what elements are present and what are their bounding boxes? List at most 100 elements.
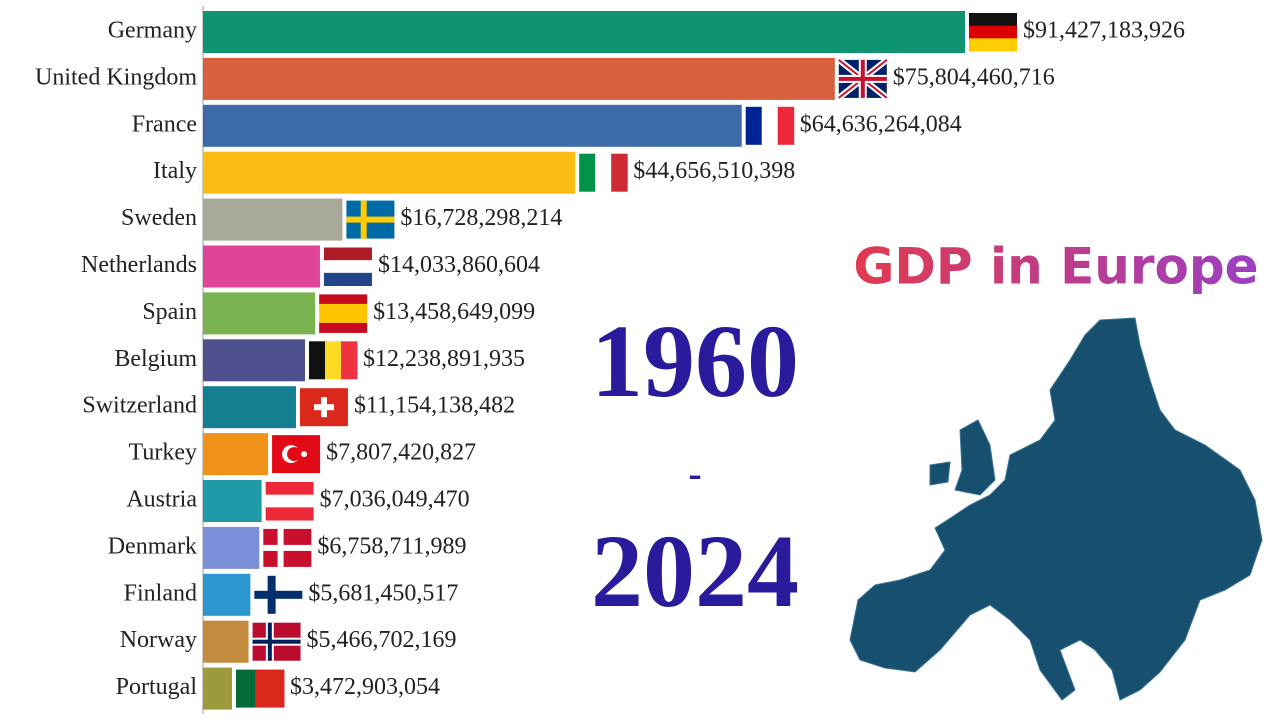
- europe-map: [849, 317, 1263, 701]
- value-label: $12,238,891,935: [363, 346, 525, 372]
- value-label: $11,154,138,482: [354, 393, 515, 419]
- bar: [203, 292, 316, 335]
- flag-stripe: [319, 303, 368, 314]
- category-label: Norway: [120, 627, 197, 653]
- flag-stripe: [274, 669, 285, 708]
- category-label: Austria: [126, 487, 197, 513]
- category-label: Germany: [108, 18, 197, 44]
- value-label: $91,427,183,926: [1023, 18, 1185, 44]
- value-label: $75,804,460,716: [893, 64, 1055, 90]
- flag-star: [301, 451, 308, 458]
- value-label: $13,458,649,099: [373, 299, 535, 325]
- flag-stripe: [761, 106, 779, 145]
- flag-stripe: [264, 669, 275, 708]
- flag: [309, 341, 358, 380]
- flag-stripe: [325, 341, 342, 380]
- flag-stripe: [323, 272, 372, 286]
- category-label: Finland: [124, 580, 197, 606]
- bar: [203, 198, 343, 241]
- category-label: Spain: [142, 299, 197, 325]
- category-label: Switzerland: [82, 393, 197, 419]
- flag-stripe: [323, 247, 372, 261]
- flag-cross: [313, 404, 334, 411]
- flag: [252, 622, 301, 661]
- flag-cross: [254, 590, 303, 599]
- flag: [969, 13, 1017, 52]
- flag-moon: [287, 447, 302, 462]
- value-label: $14,033,860,604: [378, 252, 540, 278]
- flag-stripe: [235, 669, 247, 708]
- bar: [203, 573, 251, 616]
- flag: [265, 482, 314, 521]
- category-label: Netherlands: [81, 252, 197, 278]
- value-label: $44,656,510,398: [633, 158, 795, 184]
- category-label: Belgium: [114, 346, 197, 372]
- flag-stripe: [245, 669, 256, 708]
- value-label: $5,466,702,169: [307, 627, 457, 653]
- flag: [579, 153, 628, 192]
- flag: [319, 294, 368, 333]
- flag-stripe: [341, 341, 358, 380]
- flag-stripe: [319, 313, 368, 324]
- flag: [254, 575, 303, 614]
- value-label: $64,636,264,084: [800, 111, 962, 137]
- flag-stripe: [611, 153, 628, 192]
- bar: [203, 151, 576, 194]
- flag: [323, 247, 372, 286]
- flag-stripe: [265, 494, 314, 508]
- bar: [203, 433, 269, 476]
- bar: [203, 245, 320, 288]
- category-label: Turkey: [129, 440, 197, 466]
- flag-stripe: [265, 482, 314, 496]
- flag-stripe: [255, 669, 266, 708]
- bar: [203, 339, 306, 382]
- flag: [235, 669, 285, 708]
- end-year: 2024: [591, 514, 799, 629]
- flag-stripe: [595, 153, 612, 192]
- flag-stripe: [319, 294, 368, 305]
- bar: [203, 620, 249, 663]
- chart-title: GDP in Europe: [853, 238, 1258, 296]
- category-label: United Kingdom: [35, 64, 197, 90]
- flag: [346, 200, 395, 239]
- flag-stripe: [579, 153, 596, 192]
- category-label: Sweden: [121, 205, 197, 231]
- flag-stripe: [319, 322, 368, 333]
- bar: [203, 526, 260, 569]
- value-label: $6,758,711,989: [317, 533, 466, 559]
- value-label: $7,036,049,470: [320, 487, 470, 513]
- flag-cross: [252, 639, 301, 644]
- category-label: Denmark: [108, 533, 197, 559]
- flag-stripe: [969, 38, 1017, 52]
- flag: [299, 388, 348, 427]
- flag-cross: [346, 216, 395, 223]
- bar: [203, 480, 262, 522]
- bar: [203, 57, 835, 100]
- flag: [836, 57, 889, 101]
- flag-stripe: [777, 106, 795, 145]
- category-label: France: [132, 111, 197, 137]
- flag-stripe: [969, 13, 1017, 27]
- flag-cross: [838, 76, 887, 81]
- category-label: Italy: [153, 158, 197, 184]
- bar: [203, 11, 965, 53]
- flag-stripe: [265, 507, 314, 521]
- category-label: Portugal: [116, 674, 198, 700]
- bar: [203, 386, 296, 429]
- flag: [272, 435, 321, 474]
- value-label: $5,681,450,517: [308, 580, 458, 606]
- flag: [263, 528, 312, 567]
- value-label: $16,728,298,214: [400, 205, 562, 231]
- year-separator: -: [688, 451, 701, 496]
- bar: [203, 104, 742, 147]
- bar: [203, 667, 232, 710]
- flag-cross: [263, 544, 312, 551]
- value-label: $3,472,903,054: [290, 674, 440, 700]
- start-year: 1960: [591, 304, 799, 419]
- flag-stripe: [745, 106, 763, 145]
- flag-stripe: [969, 25, 1017, 39]
- flag: [745, 106, 795, 145]
- flag-stripe: [323, 260, 372, 274]
- flag-stripe: [309, 341, 326, 380]
